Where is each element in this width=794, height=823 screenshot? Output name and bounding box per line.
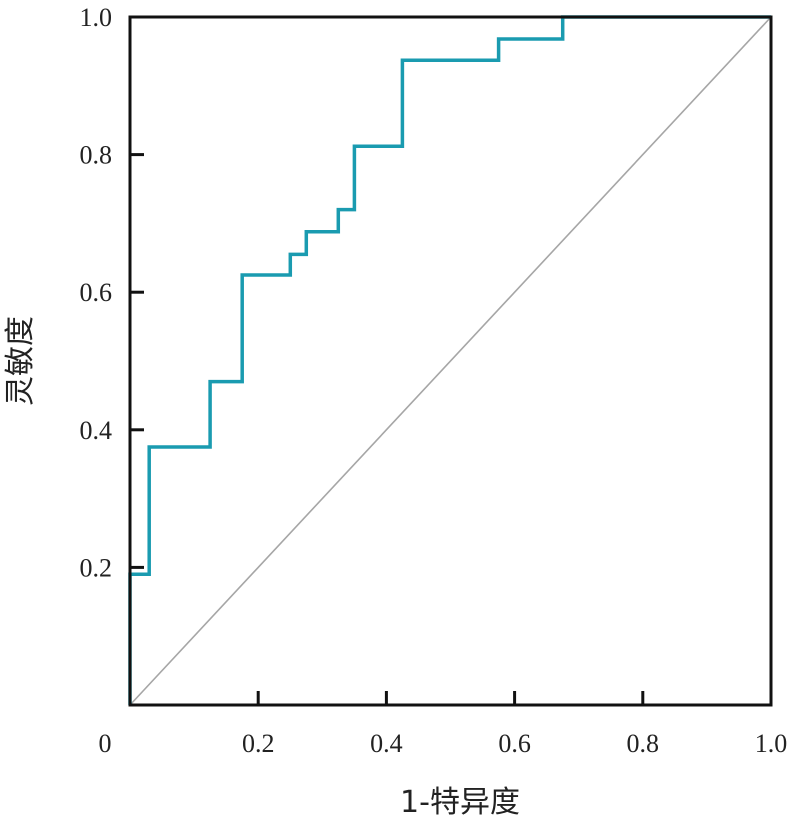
- x-tick-label: 1.0: [755, 729, 788, 758]
- y-tick-label: 0.6: [80, 278, 113, 307]
- x-axis-title: 1-特异度: [400, 785, 520, 820]
- x-tick-label: 0: [99, 729, 112, 758]
- x-tick-label: 0.4: [370, 729, 403, 758]
- x-tick-label: 0.6: [498, 729, 531, 758]
- reference-diagonal-line: [129, 16, 772, 706]
- y-tick-label: 0.8: [80, 141, 113, 170]
- x-tick-label: 0.2: [242, 729, 275, 758]
- y-tick-label: 0.4: [80, 416, 113, 445]
- y-tick-label: 1.0: [80, 3, 113, 32]
- y-axis-title: 灵敏度: [3, 316, 38, 406]
- y-tick-label: 0.2: [80, 553, 113, 582]
- plot-frame: [128, 15, 773, 707]
- x-tick-label: 0.8: [627, 729, 660, 758]
- roc-curve-line: [128, 15, 771, 705]
